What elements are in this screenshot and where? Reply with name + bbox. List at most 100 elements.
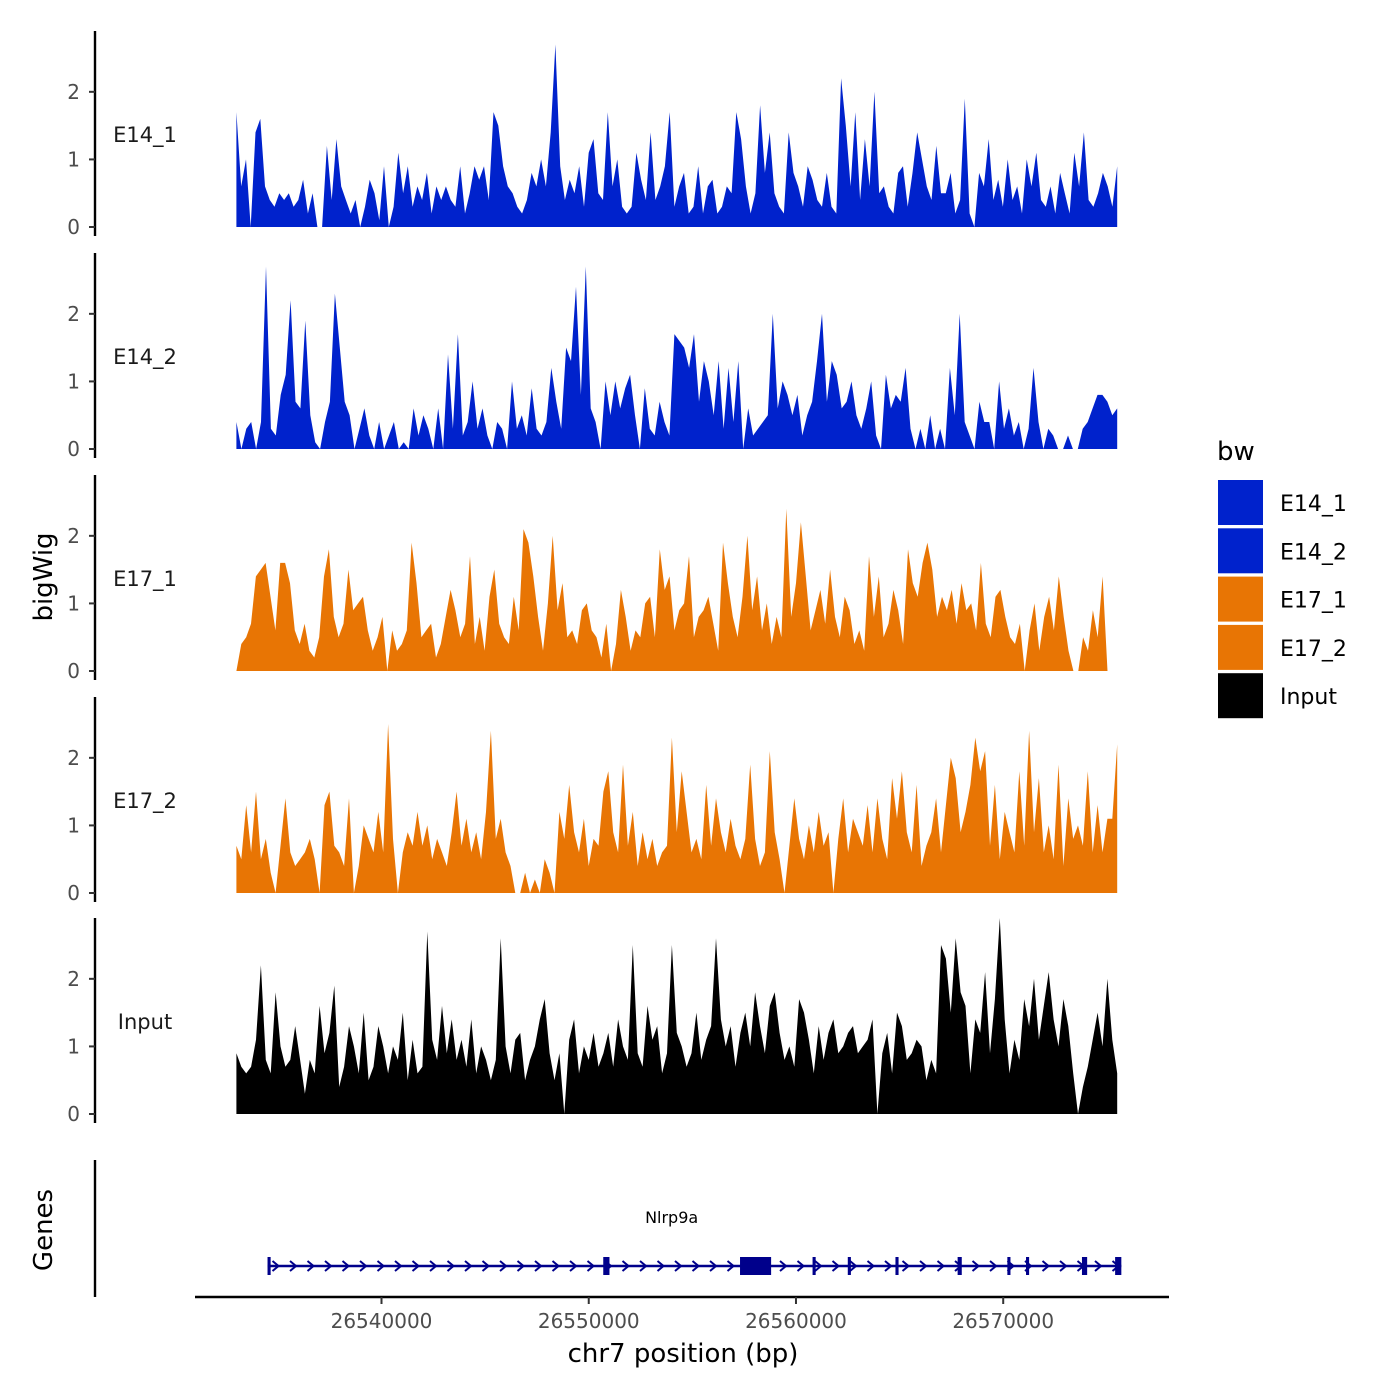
strand-arrow — [1041, 1260, 1051, 1272]
y-tick-label: 2 — [67, 967, 80, 991]
y-tick-label: 1 — [67, 147, 80, 171]
strand-arrow — [394, 1260, 403, 1272]
strand-arrow — [464, 1260, 473, 1272]
gene-exon — [740, 1257, 772, 1275]
y-tick-label: 1 — [67, 1034, 80, 1058]
strand-arrow — [306, 1260, 316, 1272]
strand-arrow — [919, 1260, 928, 1272]
strand-arrow — [551, 1260, 561, 1272]
strand-arrow — [534, 1260, 543, 1272]
track-label: E17_1 — [113, 567, 177, 592]
gene-exon — [1115, 1257, 1122, 1275]
gene-exon — [847, 1257, 851, 1275]
x-tick-label: 26560000 — [745, 1309, 847, 1333]
gene-exon — [895, 1257, 899, 1275]
bigwig-tracks: 0 1 2 E14_1 0 1 2 E14_2 0 1 2 E17_1 0 1 2 E17_2 0 1 2 Input — [67, 31, 1118, 1126]
strand-arrow — [376, 1260, 386, 1272]
strand-arrow — [884, 1260, 893, 1272]
strand-arrow — [831, 1260, 841, 1272]
x-tick-label: 26540000 — [331, 1309, 433, 1333]
strand-arrow — [324, 1260, 333, 1272]
strand-arrow — [1059, 1260, 1068, 1272]
strand-arrow — [341, 1260, 351, 1272]
strand-arrow — [1094, 1260, 1103, 1272]
gene-exon — [1026, 1257, 1030, 1275]
track-label: E14_2 — [113, 345, 177, 370]
signal-area-e14-1 — [236, 44, 1118, 227]
strand-arrow — [586, 1260, 596, 1272]
gene-exon — [267, 1257, 271, 1275]
strand-arrow — [499, 1260, 508, 1272]
track-e14-2: 0 1 2 E14_2 — [67, 253, 1118, 461]
strand-arrow — [639, 1260, 648, 1272]
strand-arrow — [621, 1260, 631, 1272]
strand-arrow — [726, 1260, 736, 1272]
legend-label-e14-2: E14_2 — [1280, 540, 1347, 565]
strand-arrow — [289, 1260, 298, 1272]
legend-swatch-e14-2 — [1218, 528, 1263, 574]
legend-swatch-e17-1 — [1218, 576, 1263, 622]
gene-track: Nlrp9a — [93, 1160, 1122, 1297]
signal-area-e17-1 — [236, 508, 1118, 671]
x-axis: 26540000 26550000 26560000 26570000 — [195, 1295, 1169, 1333]
track-e14-1: 0 1 2 E14_1 — [67, 31, 1118, 239]
legend-swatch-e17-2 — [1218, 624, 1263, 670]
strand-arrow — [429, 1260, 438, 1272]
strand-arrow — [779, 1260, 788, 1272]
strand-arrow — [971, 1260, 981, 1272]
y-tick-label: 1 — [67, 813, 80, 837]
strand-arrow — [936, 1260, 946, 1272]
legend-label-e17-1: E17_1 — [1280, 589, 1347, 614]
strand-arrow — [709, 1260, 718, 1272]
y-tick-label: 0 — [67, 1102, 80, 1126]
strand-arrow — [849, 1260, 858, 1272]
strand-arrow — [814, 1260, 823, 1272]
gene-exon — [812, 1257, 816, 1275]
strand-arrow — [569, 1260, 578, 1272]
x-axis-title: chr7 position (bp) — [568, 1339, 799, 1369]
legend-title: bw — [1217, 437, 1255, 467]
legend-label-input: Input — [1280, 685, 1337, 710]
y-tick-label: 2 — [67, 80, 80, 104]
gene-exon — [1081, 1257, 1088, 1275]
legend-label-e14-1: E14_1 — [1280, 492, 1347, 517]
strand-arrow — [481, 1260, 491, 1272]
gene-exon — [957, 1257, 962, 1275]
strand-arrow — [796, 1260, 806, 1272]
y-axis-title: bigWig — [29, 532, 59, 621]
signal-area-e14-2 — [236, 266, 1118, 449]
signal-area-e17-2 — [236, 724, 1118, 893]
strand-arrow — [674, 1260, 683, 1272]
y-tick-label: 1 — [67, 369, 80, 393]
genes-axis-title: Genes — [29, 1189, 59, 1271]
track-e17-2: 0 1 2 E17_2 — [67, 697, 1118, 905]
track-label: E17_2 — [113, 789, 177, 814]
gene-nlrp9a: Nlrp9a — [267, 1208, 1122, 1275]
strand-arrow — [989, 1260, 998, 1272]
strand-arrow — [271, 1260, 281, 1272]
strand-arrow — [411, 1260, 421, 1272]
strand-arrow — [516, 1260, 526, 1272]
gene-exon — [1007, 1257, 1011, 1275]
legend-swatch-e14-1 — [1218, 480, 1263, 525]
legend-swatch-input — [1218, 673, 1263, 719]
strand-arrow — [691, 1260, 701, 1272]
x-tick-label: 26570000 — [952, 1309, 1054, 1333]
gene-name-label: Nlrp9a — [645, 1208, 698, 1227]
strand-arrow — [656, 1260, 666, 1272]
gene-exon — [603, 1257, 610, 1275]
strand-arrow — [446, 1260, 456, 1272]
y-tick-label: 0 — [67, 881, 80, 905]
y-tick-label: 1 — [67, 591, 80, 615]
y-tick-label: 2 — [67, 746, 80, 770]
track-label: E14_1 — [113, 123, 177, 148]
x-tick-label: 26550000 — [538, 1309, 640, 1333]
legend: bw E14_1 E14_2 E17_1 E17_2 Input — [1217, 437, 1347, 719]
signal-area-input — [236, 918, 1118, 1114]
track-label: Input — [118, 1010, 172, 1034]
y-tick-label: 0 — [67, 215, 80, 239]
y-tick-label: 2 — [67, 302, 80, 326]
strand-arrow — [359, 1260, 368, 1272]
y-tick-label: 0 — [67, 659, 80, 683]
